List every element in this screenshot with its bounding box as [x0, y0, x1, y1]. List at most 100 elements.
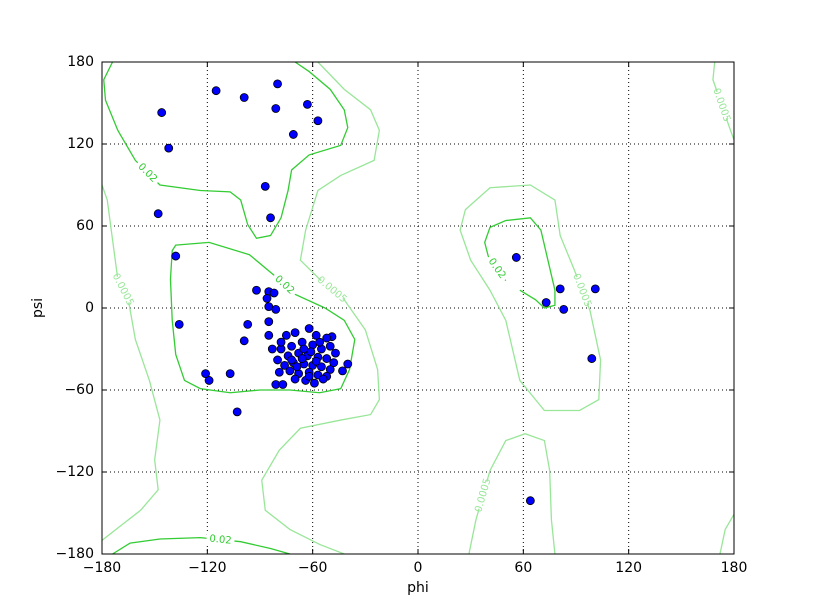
point [302, 99, 312, 109]
x-tick-label: −120 [188, 560, 226, 576]
point [266, 213, 275, 223]
point [232, 407, 242, 417]
point [204, 376, 214, 385]
point [559, 304, 569, 314]
point [264, 317, 274, 327]
contour-label: 0.02 [209, 534, 232, 547]
point [252, 285, 261, 295]
point [271, 304, 281, 314]
contour-line [719, 514, 734, 554]
point [287, 355, 297, 365]
point [338, 366, 347, 376]
point [239, 93, 249, 102]
point [287, 341, 297, 351]
point [315, 337, 325, 347]
point [243, 319, 253, 329]
point [343, 359, 353, 369]
point [153, 209, 163, 219]
x-tick-label: −60 [298, 560, 328, 576]
point [260, 181, 270, 191]
contour-label: 0.0005 [710, 87, 732, 124]
point [211, 86, 221, 96]
point [311, 330, 321, 340]
point [304, 371, 314, 381]
point [290, 374, 300, 384]
y-tick-label: −180 [56, 546, 94, 562]
point [271, 104, 281, 113]
point [269, 288, 279, 298]
point [511, 253, 521, 262]
point [239, 336, 249, 346]
point [171, 251, 181, 261]
y-tick-label: −120 [56, 464, 94, 480]
point [317, 362, 326, 372]
y-axis-label: psi [30, 298, 46, 318]
point [310, 378, 319, 388]
point [313, 116, 323, 126]
point [322, 354, 332, 363]
x-tick-label: −180 [83, 560, 121, 576]
point [278, 380, 288, 389]
point [267, 344, 277, 354]
x-tick-label: 60 [514, 560, 532, 576]
point [525, 496, 535, 506]
point [276, 337, 286, 347]
point [290, 328, 300, 338]
x-tick-label: 120 [615, 560, 642, 576]
point [299, 344, 309, 354]
point [331, 348, 340, 358]
contour-line [484, 217, 556, 309]
point [541, 298, 551, 307]
contour-line [261, 62, 381, 554]
point [288, 130, 298, 139]
y-tick-label: 120 [67, 136, 94, 152]
point [587, 354, 597, 363]
contour-label-bg [483, 253, 511, 284]
y-tick-label: −60 [64, 382, 94, 398]
contour-label-bg [133, 158, 162, 187]
contour-label-bg [711, 89, 732, 121]
contour-label: 0.0005 [110, 272, 136, 308]
y-tick-label: 180 [67, 54, 94, 70]
point [174, 319, 184, 329]
point [555, 284, 565, 294]
contour-label: 0.0005 [570, 272, 593, 309]
point [280, 360, 289, 370]
point [273, 355, 282, 365]
point [264, 330, 274, 340]
point [157, 108, 167, 117]
contour-label-bg [270, 270, 299, 299]
point [329, 358, 339, 368]
point [164, 143, 174, 153]
point [304, 324, 314, 333]
contour-label: 0.0005 [315, 275, 349, 306]
x-tick-label: 180 [721, 560, 748, 576]
point [292, 362, 302, 372]
axes-frame [101, 61, 735, 555]
point [297, 354, 307, 363]
point [262, 294, 272, 303]
contour-line [112, 536, 291, 554]
contour-label-bg [571, 275, 593, 306]
x-axis-label: phi [407, 580, 429, 596]
contour-line [102, 184, 161, 541]
point [318, 374, 328, 384]
contour-label-bg [317, 275, 347, 304]
point [273, 79, 282, 89]
contour-line [103, 62, 349, 240]
point [274, 367, 284, 377]
y-tick-label: 0 [85, 300, 94, 316]
contour-label-bg [111, 274, 135, 305]
point [325, 365, 335, 374]
contour-line [459, 184, 602, 412]
point [590, 284, 600, 294]
point [201, 369, 210, 379]
point [325, 341, 335, 351]
x-tick-label: 0 [414, 560, 423, 576]
contour-label: 0.0005 [473, 477, 493, 514]
point [322, 333, 332, 343]
y-tick-label: 60 [76, 218, 94, 234]
point [311, 356, 321, 366]
point [225, 369, 235, 379]
